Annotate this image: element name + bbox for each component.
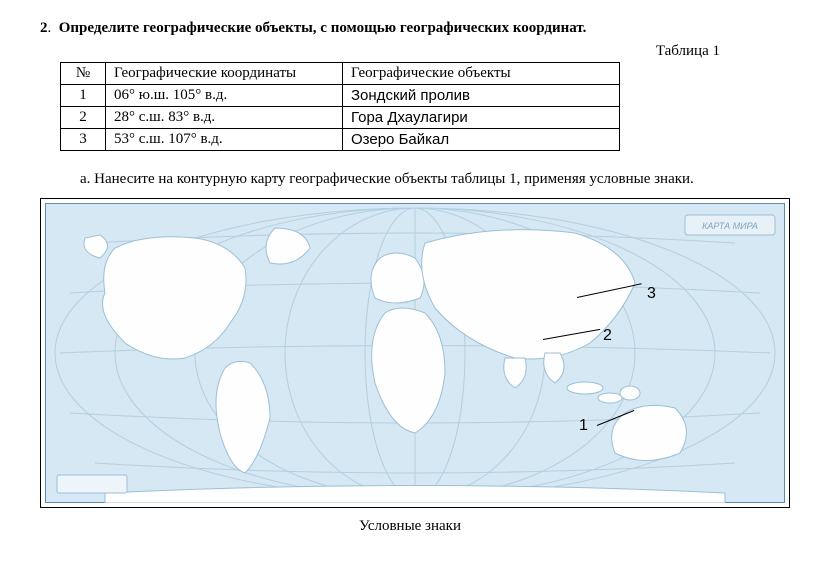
task-text: Определите географические объекты, с пом… [59, 20, 587, 36]
marker-label-2: 2 [603, 327, 612, 345]
cell-num: 3 [61, 129, 106, 151]
legend-title: Условные знаки [40, 518, 780, 535]
table-header-row: № Географические координаты Географическ… [61, 63, 620, 85]
table-row: 2 28° с.ш. 83° в.д. Гора Дхаулагири [61, 107, 620, 129]
cell-object: Гора Дхаулагири [343, 107, 620, 129]
table-row: 3 53° с.ш. 107° в.д. Озеро Байкал [61, 129, 620, 151]
cell-coords: 06° ю.ш. 105° в.д. [106, 85, 343, 107]
cell-coords: 53° с.ш. 107° в.д. [106, 129, 343, 151]
cell-coords: 28° с.ш. 83° в.д. [106, 107, 343, 129]
col-header-objects: Географические объекты [343, 63, 620, 85]
col-header-coords: Географические координаты [106, 63, 343, 85]
cell-num: 1 [61, 85, 106, 107]
cell-object: Зондский пролив [343, 85, 620, 107]
world-map: КАРТА МИРА 3 2 1 [40, 198, 790, 508]
subtask-a: a. Нанесите на контурную карту географич… [80, 171, 780, 188]
map-title-text: КАРТА МИРА [702, 221, 758, 231]
table-caption: Таблица 1 [40, 43, 780, 60]
map-svg: КАРТА МИРА [45, 203, 785, 503]
table-row: 1 06° ю.ш. 105° в.д. Зондский пролив [61, 85, 620, 107]
task-title: 2. Определите географические объекты, с … [40, 20, 780, 37]
cell-object: Озеро Байкал [343, 129, 620, 151]
task-number: 2 [40, 20, 48, 36]
col-header-number: № [61, 63, 106, 85]
cell-num: 2 [61, 107, 106, 129]
marker-label-1: 1 [579, 417, 588, 435]
coordinates-table: № Географические координаты Географическ… [60, 62, 620, 151]
marker-label-3: 3 [647, 285, 656, 303]
